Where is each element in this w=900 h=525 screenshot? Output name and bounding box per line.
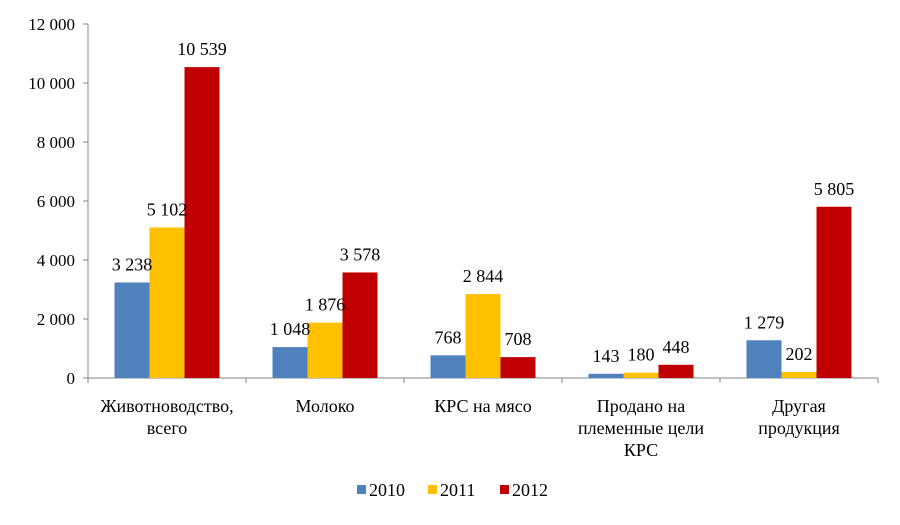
y-tick-label: 8 000 (37, 133, 75, 152)
category-label-line: всего (147, 418, 188, 438)
data-label-2011-2: 2 844 (463, 266, 504, 286)
category-label-line: Животноводство, (100, 396, 233, 416)
data-label-2011-1: 1 876 (305, 295, 346, 315)
data-labels: 3 238 5 102 10 539 1 048 1 876 3 578 768 2 844 7… (112, 39, 855, 366)
data-label-2010-3: 143 (593, 346, 620, 366)
category-label-line: Другая (772, 396, 826, 416)
legend-swatch-2012 (500, 485, 509, 494)
y-tick-label: 6 000 (37, 192, 75, 211)
data-label-2011-4: 202 (786, 344, 813, 364)
data-label-2011-3: 180 (628, 345, 655, 365)
y-tick-label: 10 000 (28, 74, 75, 93)
bar-2010-3 (588, 373, 624, 378)
category-label-line: племенные цели (578, 418, 704, 438)
bar-2012-4 (816, 206, 852, 378)
category-label-line: Продано на (597, 396, 685, 416)
bar-2012-2 (500, 357, 536, 378)
bar-2011-2 (465, 294, 501, 378)
bar-2010-1 (272, 347, 308, 378)
data-label-2012-1: 3 578 (340, 244, 381, 264)
y-tick-label: 4 000 (37, 251, 75, 270)
data-label-2012-0: 10 539 (177, 39, 227, 59)
data-label-2010-1: 1 048 (270, 319, 311, 339)
data-label-2012-4: 5 805 (814, 179, 855, 199)
category-labels: Животноводство, всего Молоко КРС на мясо Про… (100, 396, 839, 460)
bar-2012-0 (184, 67, 220, 379)
y-tick-label: 2 000 (37, 310, 75, 329)
bar-2011-1 (307, 322, 343, 378)
category-label-line: продукция (758, 418, 840, 438)
bars (114, 67, 852, 379)
legend-label-2010: 2010 (369, 480, 405, 500)
bar-2012-3 (658, 364, 694, 378)
data-label-2010-4: 1 279 (744, 312, 785, 332)
category-label-2: КРС на мясо (434, 396, 532, 416)
y-tick-label: 0 (67, 369, 76, 388)
bar-2011-4 (781, 372, 817, 378)
category-label-3: Продано на племенные цели КРС (578, 396, 704, 460)
bar-2010-4 (746, 340, 782, 378)
data-label-2012-2: 708 (505, 329, 532, 349)
bar-2010-0 (114, 282, 150, 378)
category-label-line: КРС (624, 440, 658, 460)
data-label-2012-3: 448 (663, 337, 690, 357)
category-label-1: Молоко (295, 396, 354, 416)
category-label-0: Животноводство, всего (100, 396, 233, 438)
bar-2012-1 (342, 272, 378, 378)
category-label-line: КРС на мясо (434, 396, 532, 416)
bar-2011-3 (623, 372, 659, 378)
y-tick-label: 12 000 (28, 15, 75, 34)
legend-swatch-2010 (357, 485, 366, 494)
bar-2011-0 (149, 227, 185, 378)
bar-2010-2 (430, 355, 466, 378)
category-label-4: Другая продукция (758, 396, 840, 438)
legend-label-2012: 2012 (512, 480, 548, 500)
legend-label-2011: 2011 (440, 480, 475, 500)
axes: 0 2 000 4 000 6 000 8 000 10 000 12 000 (28, 15, 879, 388)
category-label-line: Молоко (295, 396, 354, 416)
data-label-2010-0: 3 238 (112, 254, 153, 274)
data-label-2010-2: 768 (435, 327, 462, 347)
legend-swatch-2011 (428, 485, 437, 494)
legend: 2010 2011 2012 (357, 480, 548, 500)
data-label-2011-0: 5 102 (147, 199, 188, 219)
